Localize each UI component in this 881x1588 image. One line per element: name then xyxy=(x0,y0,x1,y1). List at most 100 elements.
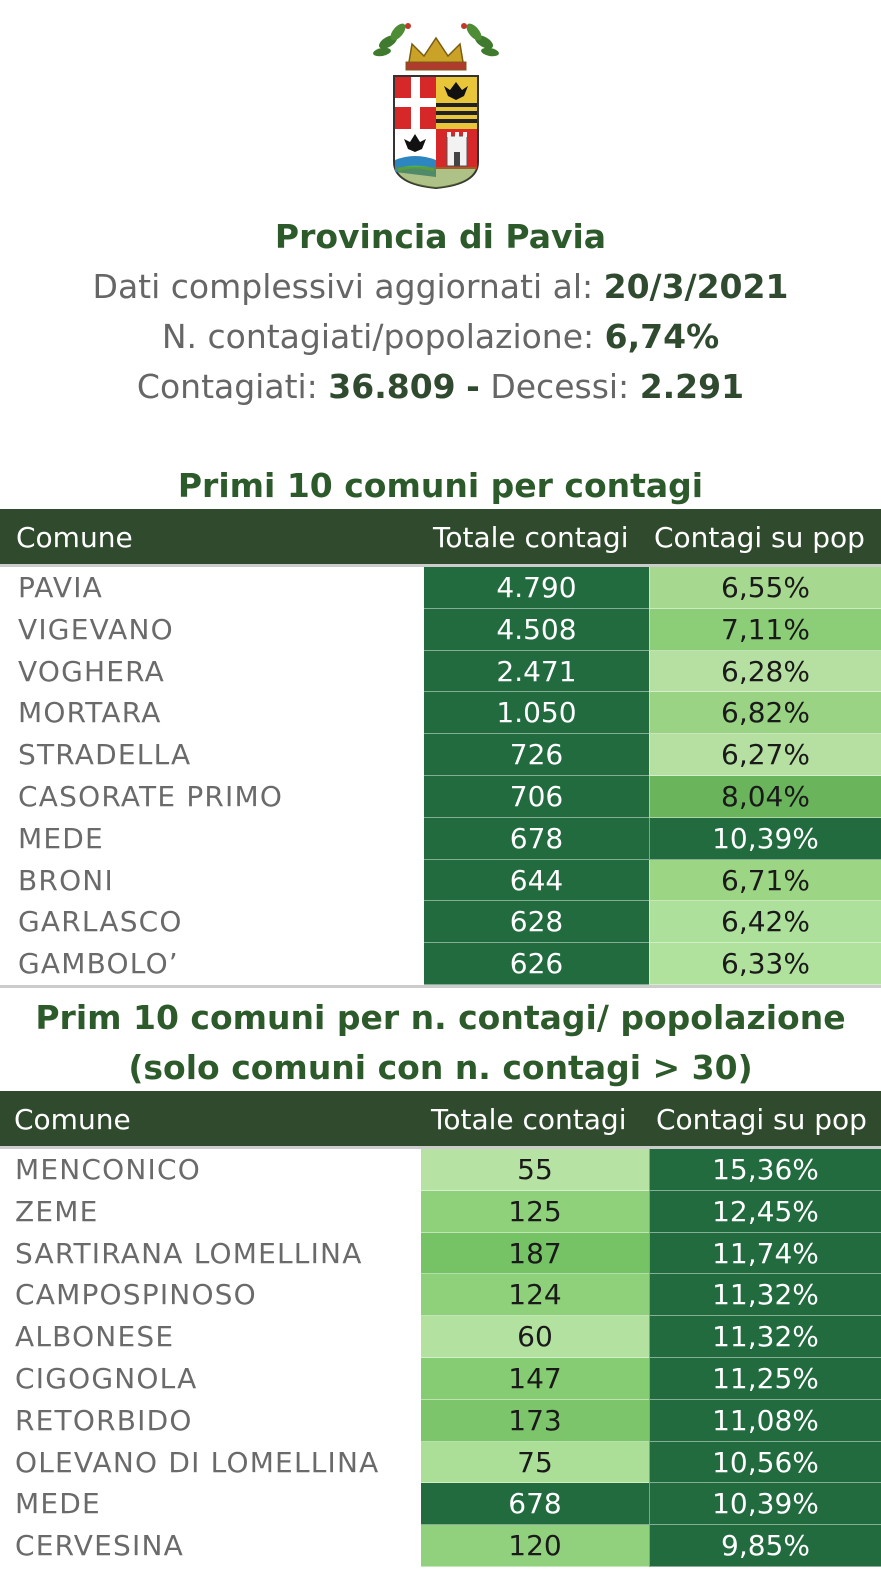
cell-totale-contagi: 173 xyxy=(421,1399,649,1442)
cell-totale-contagi: 4.790 xyxy=(424,567,649,609)
deaths-value: 2.291 xyxy=(639,367,745,406)
cell-contagi-su-pop: 8,04% xyxy=(649,775,881,818)
cell-comune: GAMBOLO’ xyxy=(18,947,179,981)
crown-icon xyxy=(405,36,467,71)
table-row: BRONI 644 6,71% xyxy=(0,859,881,902)
table-bottom-divider xyxy=(0,984,881,988)
header-divider xyxy=(0,1146,881,1149)
laurel-wreath-icon xyxy=(373,23,499,57)
cell-totale-contagi: 55 xyxy=(421,1149,649,1191)
table-row: CIGOGNOLA 147 11,25% xyxy=(0,1357,881,1400)
cell-totale-contagi: 628 xyxy=(424,901,649,944)
table-header: Comune Totale contagi Contagi su pop xyxy=(0,1091,881,1146)
table-row: STRADELLA 726 6,27% xyxy=(0,734,881,776)
cell-contagi-su-pop: 6,28% xyxy=(649,650,881,693)
column-header-contagi-su-pop: Contagi su pop xyxy=(656,1103,867,1136)
table-row: VIGEVANO 4.508 7,11% xyxy=(0,608,881,651)
cell-contagi-su-pop: 11,08% xyxy=(649,1399,881,1442)
cell-totale-contagi: 125 xyxy=(421,1190,649,1233)
table-top-comuni-by-ratio: Comune Totale contagi Contagi su pop MEN… xyxy=(0,1091,881,1567)
cell-comune: RETORBIDO xyxy=(15,1403,193,1437)
cell-contagi-su-pop: 11,74% xyxy=(649,1232,881,1275)
cell-contagi-su-pop: 11,32% xyxy=(649,1316,881,1358)
cell-totale-contagi: 726 xyxy=(424,734,649,776)
table-row: CERVESINA 120 9,85% xyxy=(0,1525,881,1567)
cases-label: Contagiati: xyxy=(136,367,318,406)
cell-comune: CASORATE PRIMO xyxy=(18,779,284,813)
provincia-crest-logo xyxy=(373,23,499,190)
cell-contagi-su-pop: 6,82% xyxy=(649,692,881,735)
table-row: OLEVANO DI LOMELLINA 75 10,56% xyxy=(0,1441,881,1484)
infection-ratio-line: N. contagiati/popolazione: 6,74% xyxy=(0,312,881,362)
cell-totale-contagi: 678 xyxy=(424,817,649,860)
table-row: ALBONESE 60 11,32% xyxy=(0,1316,881,1358)
update-date-line: Dati complessivi aggiornati al: 20/3/202… xyxy=(0,262,881,312)
cell-comune: CAMPOSPINOSO xyxy=(15,1278,257,1312)
table-header: Comune Totale contagi Contagi su pop xyxy=(0,509,881,564)
column-header-totale-contagi: Totale contagi xyxy=(431,1103,627,1136)
cases-deaths-separator: - xyxy=(466,367,480,406)
table-top-comuni-by-cases: Comune Totale contagi Contagi su pop PAV… xyxy=(0,509,881,988)
cell-contagi-su-pop: 6,71% xyxy=(649,859,881,902)
cell-totale-contagi: 75 xyxy=(421,1441,649,1484)
cell-contagi-su-pop: 6,55% xyxy=(649,567,881,609)
cell-totale-contagi: 4.508 xyxy=(424,608,649,651)
cell-comune: MEDE xyxy=(15,1487,101,1521)
shield-icon xyxy=(393,75,479,190)
cell-contagi-su-pop: 6,27% xyxy=(649,734,881,776)
column-header-totale-contagi: Totale contagi xyxy=(433,521,629,554)
cell-totale-contagi: 124 xyxy=(421,1274,649,1317)
table-row: MORTARA 1.050 6,82% xyxy=(0,692,881,735)
cell-contagi-su-pop: 11,32% xyxy=(649,1274,881,1317)
column-header-comune: Comune xyxy=(16,521,133,554)
cases-deaths-line: Contagiati: 36.809 - Decessi: 2.291 xyxy=(0,362,881,412)
cell-comune: OLEVANO DI LOMELLINA xyxy=(15,1445,380,1479)
cell-contagi-su-pop: 11,25% xyxy=(649,1357,881,1400)
table2-title-line2: (solo comuni con n. contagi > 30) xyxy=(128,1048,753,1087)
header-divider xyxy=(0,564,881,567)
cell-contagi-su-pop: 10,56% xyxy=(649,1441,881,1484)
cell-contagi-su-pop: 6,33% xyxy=(649,943,881,985)
infection-ratio-label: N. contagiati/popolazione: xyxy=(161,317,595,356)
update-date-label: Dati complessivi aggiornati al: xyxy=(92,267,594,306)
table-row: PAVIA 4.790 6,55% xyxy=(0,567,881,609)
table-body: MENCONICO 55 15,36% ZEME 125 12,45% SARTIRANA … xyxy=(0,1149,881,1567)
cases-value: 36.809 xyxy=(328,367,456,406)
cell-contagi-su-pop: 6,42% xyxy=(649,901,881,944)
cell-totale-contagi: 706 xyxy=(424,775,649,818)
table-row: RETORBIDO 173 11,08% xyxy=(0,1399,881,1442)
cell-comune: ZEME xyxy=(15,1194,99,1228)
cell-comune: ALBONESE xyxy=(15,1320,175,1354)
cell-comune: MEDE xyxy=(18,821,104,855)
cell-contagi-su-pop: 9,85% xyxy=(649,1525,881,1567)
column-header-contagi-su-pop: Contagi su pop xyxy=(654,521,865,554)
cell-totale-contagi: 1.050 xyxy=(424,692,649,735)
table-body: PAVIA 4.790 6,55% VIGEVANO 4.508 7,11% VOGHERA… xyxy=(0,567,881,985)
summary-header: Provincia di Pavia Dati complessivi aggi… xyxy=(0,212,881,412)
cell-totale-contagi: 626 xyxy=(424,943,649,985)
cell-totale-contagi: 678 xyxy=(421,1483,649,1526)
cell-contagi-su-pop: 15,36% xyxy=(649,1149,881,1191)
table-row: CAMPOSPINOSO 124 11,32% xyxy=(0,1274,881,1317)
cell-comune: MORTARA xyxy=(18,696,162,730)
cell-totale-contagi: 187 xyxy=(421,1232,649,1275)
table-row: CASORATE PRIMO 706 8,04% xyxy=(0,775,881,818)
column-header-comune: Comune xyxy=(14,1103,131,1136)
cell-totale-contagi: 147 xyxy=(421,1357,649,1400)
cell-comune: VOGHERA xyxy=(18,654,166,688)
cell-comune: VIGEVANO xyxy=(18,612,174,646)
table2-title-line1: Prim 10 comuni per n. contagi/ popolazio… xyxy=(35,998,846,1037)
page-title: Provincia di Pavia xyxy=(274,217,607,256)
update-date-value: 20/3/2021 xyxy=(603,267,789,306)
deaths-label: Decessi: xyxy=(490,367,630,406)
cell-comune: CERVESINA xyxy=(15,1529,184,1563)
cell-contagi-su-pop: 12,45% xyxy=(649,1190,881,1233)
table1-title: Primi 10 comuni per contagi xyxy=(177,466,704,505)
table-row: GAMBOLO’ 626 6,33% xyxy=(0,943,881,985)
table-row: SARTIRANA LOMELLINA 187 11,74% xyxy=(0,1232,881,1275)
cell-comune: MENCONICO xyxy=(15,1153,201,1186)
cell-comune: SARTIRANA LOMELLINA xyxy=(15,1236,363,1270)
table-row: GARLASCO 628 6,42% xyxy=(0,901,881,944)
cell-comune: GARLASCO xyxy=(18,905,183,939)
cell-totale-contagi: 644 xyxy=(424,859,649,902)
